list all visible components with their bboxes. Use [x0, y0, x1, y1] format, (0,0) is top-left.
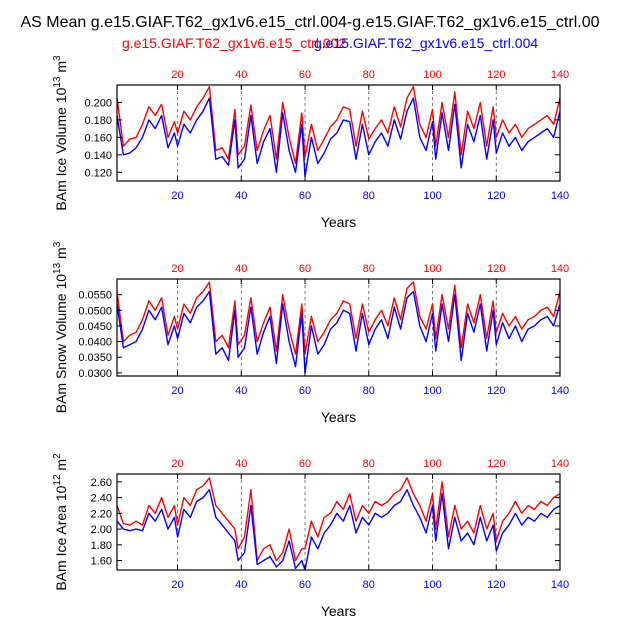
y-axis-label-ylabel: BAm Ice Volume 10	[53, 87, 69, 210]
x-tick-label-bottom: 20	[171, 579, 183, 591]
x-tick-label-bottom: 60	[299, 190, 311, 202]
y-tick-label: 0.140	[84, 150, 112, 162]
x-tick-label-bottom: 100	[423, 579, 441, 591]
legend-label-blue: g.e15.GIAF.T62_gx1v6.e15_ctrl.004	[314, 35, 538, 51]
y-tick-label: 0.0350	[78, 352, 112, 364]
y-tick-label: 2.60	[91, 477, 112, 489]
x-tick-label-top: 80	[363, 458, 375, 470]
x-tick-label-bottom: 20	[171, 385, 183, 397]
series-line-red	[116, 477, 561, 562]
x-tick-label-top: 60	[299, 263, 311, 275]
y-tick-label: 0.0300	[78, 368, 112, 380]
y-axis-label-ylabel-unit_exp: 2	[52, 453, 63, 459]
series-line-blue	[116, 489, 561, 571]
y-axis-label-ylabel: BAm Ice Area 10	[53, 485, 69, 590]
x-tick-label-top: 40	[235, 263, 247, 275]
x-tick-label-bottom: 120	[487, 190, 505, 202]
x-tick-label-bottom: 100	[423, 385, 441, 397]
panel-ice-volume: 0.120 0.140 0.160 0.180 0.200 20 20 40 40 60 60 80 8…	[52, 55, 569, 230]
x-tick-label-top: 40	[235, 69, 247, 81]
series-line-blue	[116, 290, 561, 374]
x-tick-label-bottom: 80	[363, 579, 375, 591]
y-tick-label: 2.20	[91, 508, 112, 520]
panel-snow-volume: 0.0300 0.0350 0.0400 0.0450 0.0500 0.0550 20 20…	[52, 241, 569, 425]
x-tick-label-top: 60	[299, 458, 311, 470]
y-tick-label: 1.80	[91, 540, 112, 552]
y-tick-label: 0.160	[84, 132, 112, 144]
y-tick-label: 0.200	[84, 97, 112, 109]
figure-title: AS Mean g.e15.GIAF.T62_gx1v6.e15_ctrl.00…	[20, 14, 599, 31]
y-axis-label-ylabel-unit_exp: 3	[52, 241, 63, 247]
x-tick-label-bottom: 60	[299, 385, 311, 397]
x-axis-label: Years	[321, 603, 356, 619]
x-tick-label-top: 40	[235, 458, 247, 470]
x-tick-label-top: 20	[171, 458, 183, 470]
y-tick-label: 0.0500	[78, 305, 112, 317]
x-tick-label-bottom: 140	[551, 385, 569, 397]
y-axis-label-ylabel: BAm Snow Volume 10	[53, 274, 69, 414]
y-axis-label: BAm Ice Volume 1013 m3	[52, 55, 69, 211]
x-tick-label-bottom: 140	[551, 579, 569, 591]
x-tick-label-bottom: 40	[235, 190, 247, 202]
x-axis-label: Years	[321, 409, 356, 425]
x-tick-label-bottom: 40	[235, 579, 247, 591]
x-tick-label-bottom: 80	[363, 190, 375, 202]
y-axis-label: BAm Ice Area 1012 m2	[52, 453, 69, 591]
x-tick-label-top: 140	[551, 263, 569, 275]
series-line-red	[116, 85, 561, 165]
x-tick-label-top: 120	[487, 69, 505, 81]
x-tick-label-top: 120	[487, 263, 505, 275]
x-tick-label-bottom: 120	[487, 385, 505, 397]
plot-frame	[116, 278, 561, 377]
x-tick-label-top: 140	[551, 69, 569, 81]
y-tick-label: 1.60	[91, 556, 112, 568]
y-tick-label: 0.0450	[78, 321, 112, 333]
x-tick-label-top: 60	[299, 69, 311, 81]
x-tick-label-top: 100	[423, 69, 441, 81]
series-line-red	[116, 281, 561, 355]
y-axis-label-ylabel-exp: 12	[52, 474, 63, 486]
y-axis-label-ylabel-unit: m	[53, 459, 69, 475]
chart-panels: 0.120 0.140 0.160 0.180 0.200 20 20 40 40 60 60 80 8…	[52, 55, 569, 619]
y-tick-label: 2.40	[91, 493, 112, 505]
y-axis-label-ylabel-unit: m	[53, 247, 69, 263]
x-tick-label-bottom: 20	[171, 190, 183, 202]
x-tick-label-top: 80	[363, 263, 375, 275]
x-tick-label-top: 120	[487, 458, 505, 470]
series-line-blue	[116, 97, 561, 178]
y-axis-label-ylabel-unit: m	[53, 61, 69, 77]
y-tick-label: 0.0400	[78, 337, 112, 349]
panel-ice-area: 1.60 1.80 2.00 2.20 2.40 2.60 20 20 40 40 60 60 80 80…	[52, 453, 569, 619]
y-axis-label-ylabel-exp: 13	[52, 76, 63, 88]
x-tick-label-top: 80	[363, 69, 375, 81]
y-tick-label: 0.120	[84, 167, 112, 179]
x-tick-label-bottom: 140	[551, 190, 569, 202]
x-axis-label: Years	[321, 214, 356, 230]
y-axis-label-ylabel-unit_exp: 3	[52, 55, 63, 61]
legend-label-red: g.e15.GIAF.T62_gx1v6.e15_ctrl.002	[122, 35, 346, 51]
x-tick-label-top: 20	[171, 69, 183, 81]
y-tick-label: 0.180	[84, 115, 112, 127]
x-tick-label-top: 100	[423, 263, 441, 275]
x-tick-label-top: 20	[171, 263, 183, 275]
x-tick-label-top: 140	[551, 458, 569, 470]
x-tick-label-bottom: 100	[423, 190, 441, 202]
x-tick-label-top: 100	[423, 458, 441, 470]
x-tick-label-bottom: 60	[299, 579, 311, 591]
x-tick-label-bottom: 120	[487, 579, 505, 591]
plot-frame	[116, 84, 561, 182]
y-axis-label: BAm Snow Volume 1013 m3	[52, 241, 69, 413]
y-axis-label-ylabel-exp: 13	[52, 262, 63, 274]
x-tick-label-bottom: 40	[235, 385, 247, 397]
x-tick-label-bottom: 80	[363, 385, 375, 397]
y-tick-label: 2.00	[91, 524, 112, 536]
y-tick-label: 0.0550	[78, 290, 112, 302]
plot-frame	[116, 473, 561, 571]
